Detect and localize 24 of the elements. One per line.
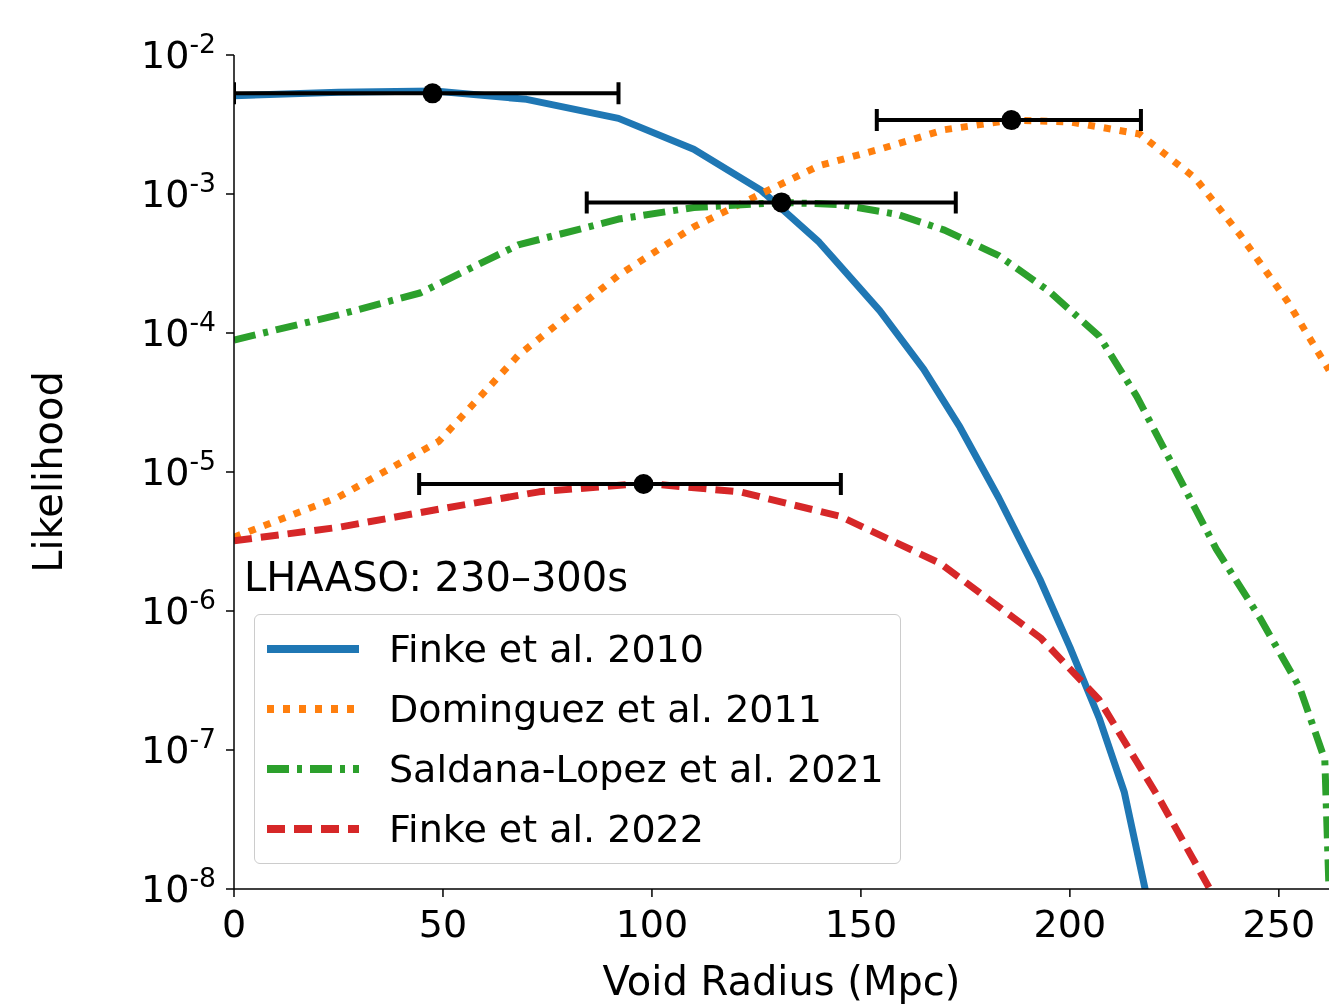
- point: [633, 473, 654, 494]
- y-tick-label: 10$^{-3}$: [141, 166, 216, 216]
- point: [771, 192, 792, 213]
- x-axis-title: Void Radius (Mpc): [602, 958, 961, 1004]
- annotation: LHAASO: 230–300s: [244, 554, 629, 600]
- x-tick-label: 150: [824, 902, 898, 946]
- y-axis-title: Likelihood: [25, 371, 72, 573]
- y-tick-label: 10$^{-8}$: [141, 861, 216, 911]
- point: [1001, 110, 1022, 131]
- x-tick-label: 200: [1033, 902, 1107, 946]
- legend-label: Finke et al. 2010: [389, 627, 704, 671]
- point: [422, 83, 443, 104]
- x-tick-label: 250: [1242, 902, 1316, 946]
- y-tick-label: 10$^{-5}$: [141, 444, 216, 494]
- y-tick-label: 10$^{-4}$: [141, 305, 216, 355]
- x-tick-label: 0: [221, 902, 247, 946]
- x-tick-label: 50: [418, 902, 468, 946]
- x-tick-label: 100: [615, 902, 689, 946]
- y-tick-label: 10$^{-2}$: [141, 27, 216, 77]
- legend-label: Finke et al. 2022: [389, 807, 704, 851]
- legend-label: Dominguez et al. 2011: [389, 687, 822, 731]
- legend-label: Saldana-Lopez et al. 2021: [389, 747, 884, 791]
- y-tick-label: 10$^{-7}$: [141, 722, 216, 772]
- y-tick-label: 10$^{-6}$: [141, 583, 216, 633]
